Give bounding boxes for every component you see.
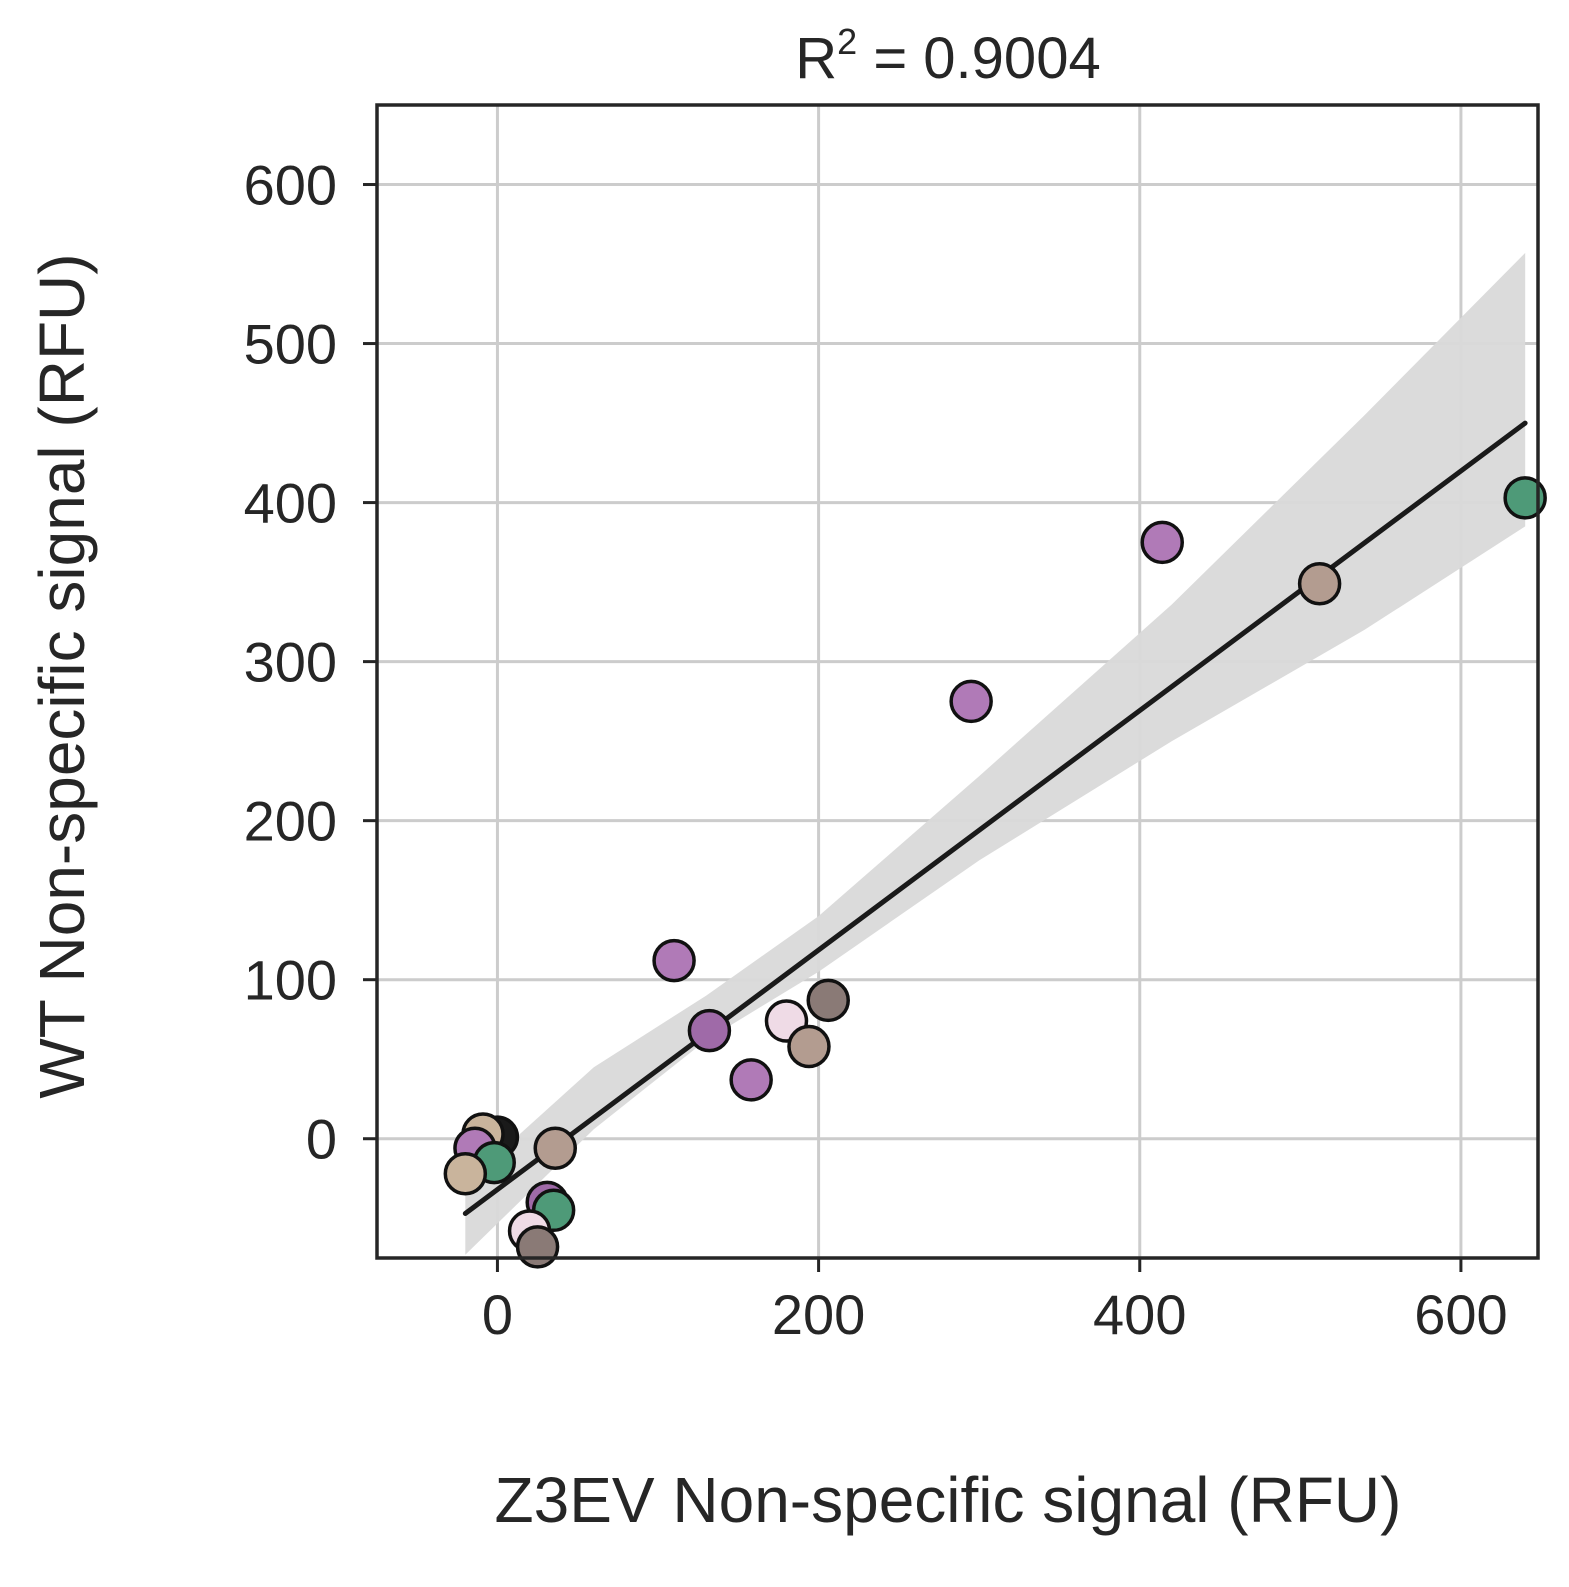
y-tick-label: 200	[244, 790, 337, 853]
data-points	[443, 476, 1547, 1269]
regression-line	[462, 420, 1528, 1216]
chart-title: R2 = 0.9004	[795, 21, 1100, 91]
confidence-band	[465, 252, 1526, 1255]
data-point	[687, 1008, 732, 1053]
y-tick-label: 0	[306, 1108, 337, 1171]
y-tick-label: 400	[244, 472, 337, 535]
y-tick-label: 100	[244, 949, 337, 1012]
data-point	[1297, 561, 1342, 606]
x-tick-label: 600	[1414, 1283, 1507, 1346]
axis-ticks: 0 200 400 600 0 100 200 300 400 500 600	[244, 154, 1508, 1346]
data-point	[787, 1024, 831, 1069]
data-point	[652, 938, 696, 983]
regression-line-group	[462, 420, 1528, 1216]
data-point	[1140, 520, 1184, 565]
y-tick-label: 500	[244, 313, 337, 376]
title-superscript: 2	[837, 21, 857, 62]
plot-frame	[375, 103, 1540, 1260]
data-point	[1503, 476, 1547, 520]
x-tick-label: 200	[772, 1283, 865, 1346]
data-point	[949, 679, 993, 724]
data-point	[729, 1058, 773, 1102]
x-tick-label: 0	[482, 1283, 513, 1346]
x-tick-label: 400	[1093, 1283, 1186, 1346]
x-axis-title: Z3EV Non-specific signal (RFU)	[495, 1464, 1402, 1536]
data-point	[806, 978, 850, 1023]
y-axis-title: WT Non-specific signal (RFU)	[26, 253, 98, 1098]
data-point	[515, 1225, 560, 1269]
data-point	[533, 1126, 577, 1171]
y-tick-label: 300	[244, 631, 337, 694]
y-tick-label: 600	[244, 154, 337, 217]
data-point	[443, 1151, 488, 1196]
confidence-band-group	[465, 252, 1526, 1255]
